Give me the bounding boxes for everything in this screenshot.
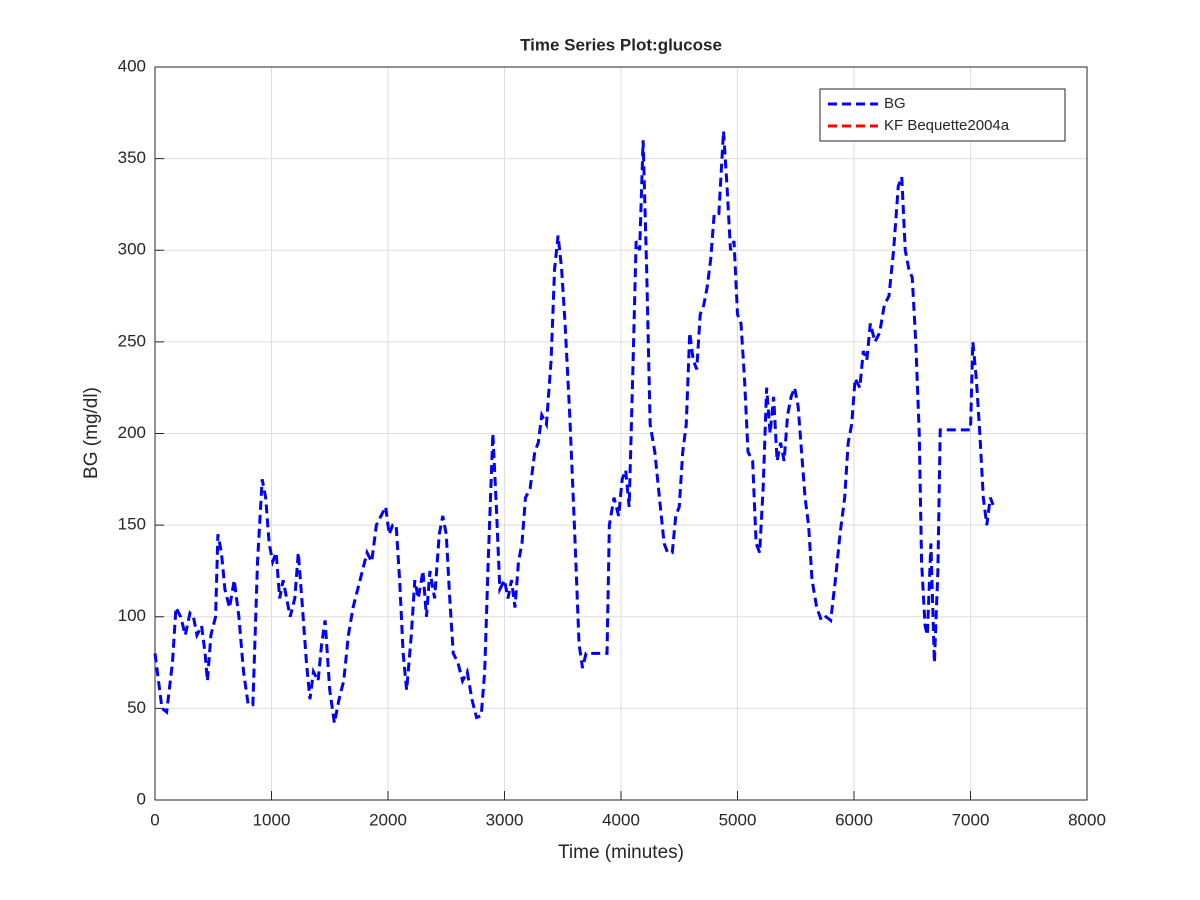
x-tick-label: 6000	[835, 810, 873, 829]
x-tick-label: 2000	[369, 810, 407, 829]
y-tick-label: 200	[118, 423, 146, 442]
legend-label: BG	[884, 95, 906, 112]
y-tick-label: 350	[118, 148, 146, 167]
legend-label: KF Bequette2004a	[884, 117, 1010, 134]
x-tick-label: 4000	[602, 810, 640, 829]
x-tick-label: 0	[150, 810, 159, 829]
x-tick-label: 7000	[952, 810, 990, 829]
x-axis-label: Time (minutes)	[558, 842, 684, 863]
y-tick-label: 150	[118, 515, 146, 534]
y-tick-label: 50	[127, 698, 146, 717]
x-tick-label: 3000	[486, 810, 524, 829]
y-tick-label: 0	[137, 789, 146, 808]
x-tick-label: 1000	[253, 810, 291, 829]
y-tick-label: 100	[118, 606, 146, 625]
y-axis-label: BG (mg/dl)	[81, 387, 102, 479]
legend-box	[819, 88, 1066, 142]
y-tick-label: 250	[118, 331, 146, 350]
y-tick-label: 400	[118, 56, 146, 75]
data-line	[153, 131, 996, 724]
chart-title: Time Series Plot:glucose	[520, 35, 722, 54]
y-tick-label: 300	[118, 240, 146, 259]
plot-frame	[154, 66, 1088, 801]
x-tick-label: 8000	[1068, 810, 1106, 829]
x-tick-label: 5000	[719, 810, 757, 829]
